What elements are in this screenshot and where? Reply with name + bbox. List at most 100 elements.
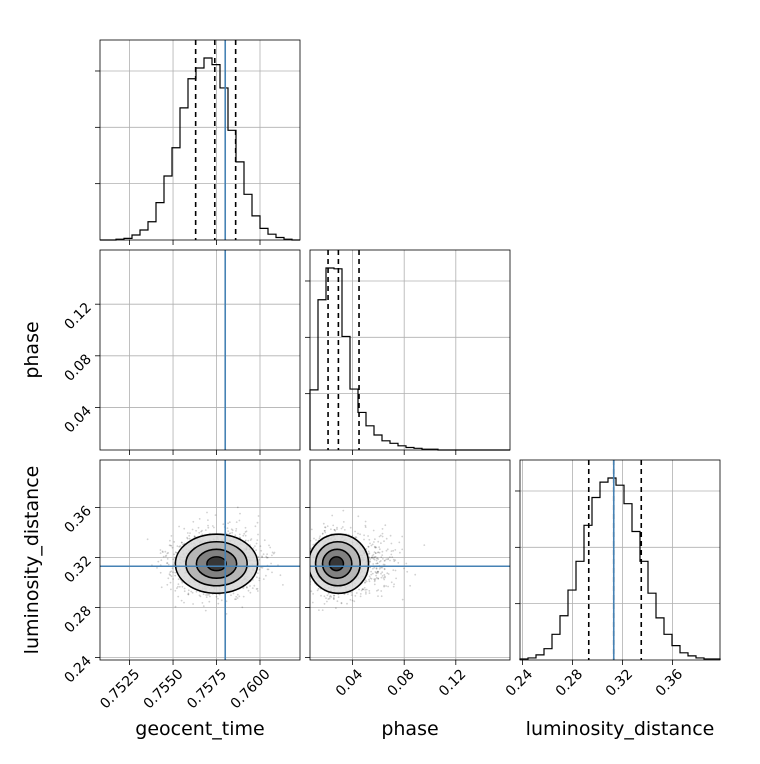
sample-point bbox=[198, 432, 200, 434]
sample-point bbox=[359, 593, 362, 595]
sample-point bbox=[193, 436, 195, 438]
sample-point bbox=[197, 435, 199, 437]
sample-point bbox=[195, 438, 197, 440]
sample-point bbox=[228, 428, 230, 430]
sample-point bbox=[201, 411, 203, 413]
sample-point bbox=[414, 573, 417, 576]
sample-point bbox=[210, 433, 212, 435]
sample-point bbox=[206, 436, 208, 438]
sample-point bbox=[160, 586, 163, 589]
sample-point bbox=[176, 430, 178, 432]
sample-point bbox=[272, 445, 274, 447]
sample-point bbox=[202, 398, 204, 400]
sample-point bbox=[332, 597, 335, 600]
sample-point bbox=[357, 515, 360, 518]
sample-point bbox=[211, 379, 213, 381]
sample-point bbox=[230, 420, 232, 422]
sample-point bbox=[246, 419, 248, 421]
sample-point bbox=[242, 393, 244, 395]
sample-point bbox=[212, 388, 214, 390]
sample-point bbox=[198, 398, 200, 400]
sample-point bbox=[196, 434, 198, 436]
sample-point bbox=[375, 562, 378, 565]
sample-point bbox=[206, 434, 208, 436]
sample-point bbox=[258, 428, 260, 430]
sample-point bbox=[276, 403, 278, 405]
sample-point bbox=[153, 408, 155, 410]
sample-point bbox=[233, 404, 235, 406]
sample-point bbox=[305, 536, 307, 538]
sample-point bbox=[252, 402, 254, 404]
sample-point bbox=[210, 411, 212, 413]
sample-point bbox=[186, 401, 188, 403]
sample-point bbox=[365, 588, 368, 591]
sample-point bbox=[187, 422, 189, 424]
sample-point bbox=[230, 385, 232, 387]
sample-point bbox=[254, 427, 256, 429]
sample-point bbox=[244, 531, 247, 533]
sample-point bbox=[210, 399, 212, 401]
sample-point bbox=[245, 409, 247, 411]
sample-point bbox=[233, 408, 235, 410]
sample-point bbox=[192, 416, 194, 418]
sample-point bbox=[213, 425, 215, 427]
sample-point bbox=[179, 395, 181, 397]
sample-point bbox=[221, 427, 223, 429]
sample-point bbox=[271, 551, 274, 554]
sample-point bbox=[218, 427, 220, 429]
sample-point bbox=[212, 402, 214, 404]
sample-point bbox=[234, 396, 236, 398]
sample-point bbox=[175, 400, 177, 402]
sample-point bbox=[172, 571, 174, 574]
sample-point bbox=[194, 415, 196, 417]
sample-point bbox=[236, 430, 238, 432]
sample-point bbox=[179, 430, 181, 432]
sample-point bbox=[240, 411, 242, 413]
sample-point bbox=[200, 417, 202, 419]
sample-point bbox=[189, 427, 191, 429]
sample-point bbox=[157, 432, 159, 434]
sample-point bbox=[174, 404, 176, 406]
sample-point bbox=[171, 424, 173, 426]
sample-point bbox=[232, 429, 234, 431]
sample-point bbox=[327, 592, 330, 595]
sample-point bbox=[288, 433, 290, 435]
sample-point bbox=[240, 399, 242, 401]
sample-point bbox=[168, 434, 170, 436]
sample-point bbox=[319, 535, 321, 538]
sample-point bbox=[202, 438, 204, 440]
sample-point bbox=[374, 552, 377, 555]
sample-point bbox=[182, 412, 184, 414]
sample-point bbox=[196, 430, 198, 432]
sample-point bbox=[234, 429, 236, 431]
sample-point bbox=[244, 423, 246, 425]
sample-point bbox=[203, 388, 205, 390]
sample-point bbox=[220, 444, 222, 446]
sample-point bbox=[227, 419, 229, 421]
sample-point bbox=[169, 405, 171, 407]
sample-point bbox=[175, 427, 177, 429]
sample-point bbox=[386, 548, 389, 551]
sample-point bbox=[221, 414, 223, 416]
sample-point bbox=[241, 426, 243, 428]
sample-point bbox=[264, 385, 266, 387]
sample-point bbox=[164, 424, 166, 426]
sample-point bbox=[186, 532, 189, 534]
sample-point bbox=[278, 426, 280, 428]
sample-point bbox=[261, 436, 263, 438]
sample-point bbox=[277, 403, 279, 405]
sample-point bbox=[222, 432, 224, 434]
sample-point bbox=[207, 420, 209, 422]
sample-point bbox=[196, 432, 198, 434]
sample-point bbox=[187, 398, 189, 400]
sample-point bbox=[184, 431, 186, 433]
sample-point bbox=[170, 575, 173, 578]
sample-point bbox=[226, 424, 228, 426]
sample-point bbox=[190, 416, 192, 418]
xtick-label-geocent-time: 0.7575 bbox=[184, 666, 230, 712]
sample-point bbox=[231, 431, 233, 433]
sample-point bbox=[262, 434, 264, 436]
sample-point bbox=[203, 415, 205, 417]
sample-point bbox=[166, 402, 168, 404]
sample-point bbox=[318, 537, 321, 539]
